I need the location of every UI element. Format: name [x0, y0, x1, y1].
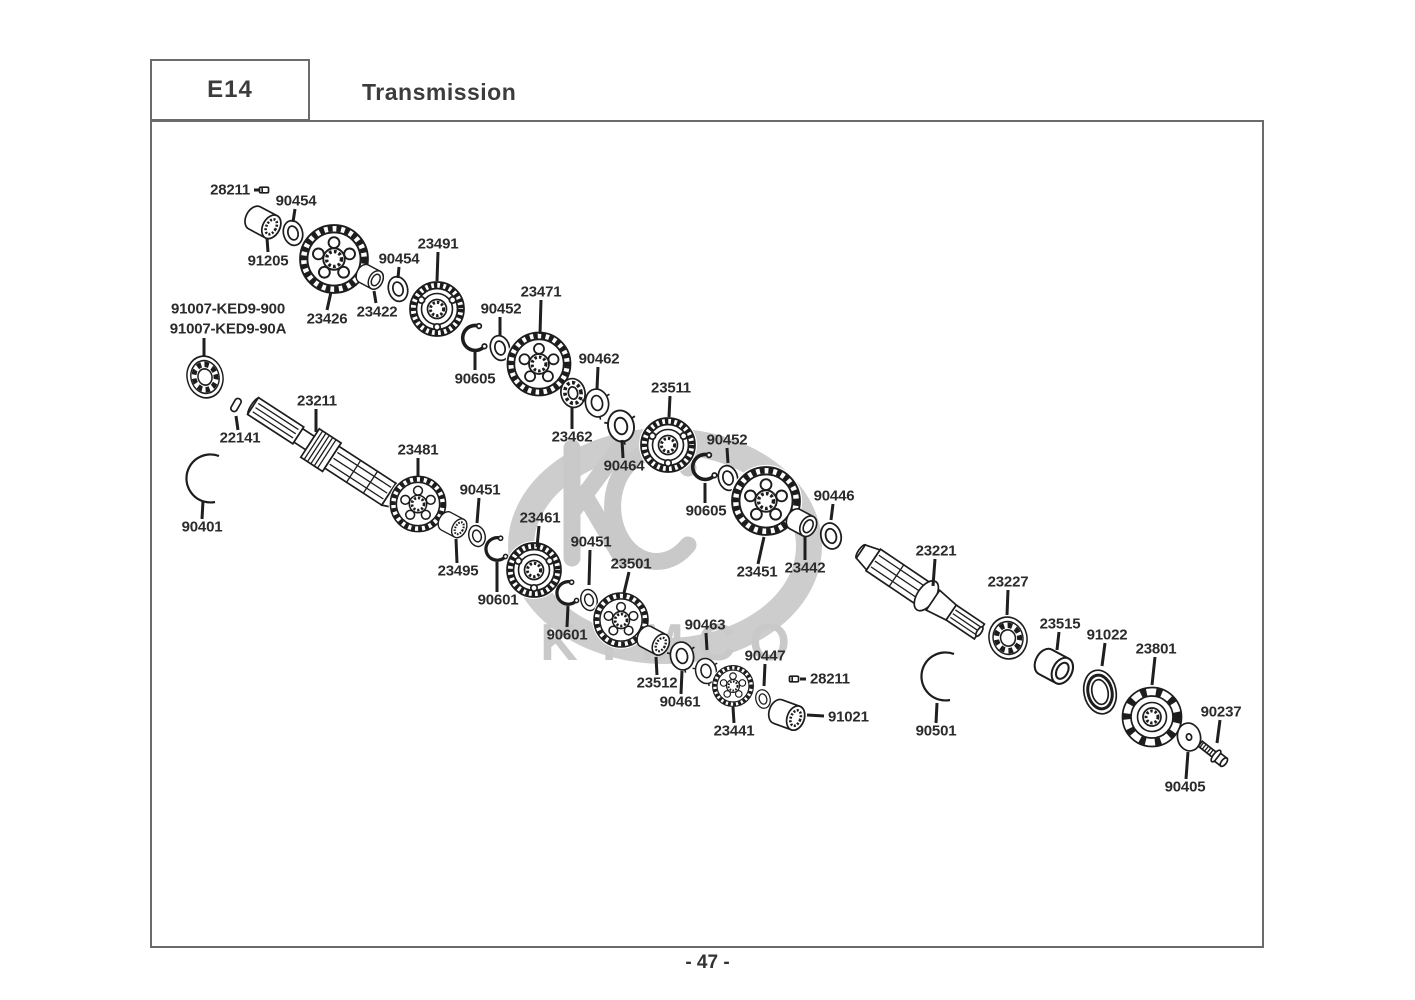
part-drawings	[183, 186, 1229, 768]
part-label-23422: 23422	[357, 304, 398, 321]
part-label-22141: 22141	[220, 430, 261, 447]
part-label-23461: 23461	[520, 510, 561, 527]
part-23441-gear-drawing	[709, 662, 757, 710]
part-label-23501: 23501	[611, 556, 652, 573]
part-28211-pin-drawing	[258, 186, 270, 194]
part-22141-key-drawing	[229, 397, 243, 413]
part-23426-gear-drawing	[298, 223, 370, 295]
part-90501-spring-drawing	[920, 651, 956, 702]
part-label-90605: 90605	[455, 371, 496, 388]
page-title: Transmission	[362, 79, 517, 105]
part-label-23211: 23211	[297, 393, 337, 410]
part-90451-washer-drawing	[465, 522, 489, 550]
part-label-23441: 23441	[714, 723, 755, 740]
part-90237-bolt-drawing	[1197, 739, 1229, 768]
part-23515-collar-drawing	[1029, 644, 1079, 689]
part-label-23512: 23512	[637, 675, 678, 692]
part-91022-seal-drawing	[1078, 665, 1122, 719]
part-label-90446: 90446	[814, 488, 855, 505]
part-23801-sprocket-drawing	[1121, 686, 1183, 748]
part-label-90451-2: 90451	[571, 534, 612, 551]
part-label-91205: 91205	[248, 253, 289, 270]
part-label-23495: 23495	[438, 563, 479, 580]
part-label-23227: 23227	[988, 574, 1029, 591]
part-label-90501: 90501	[916, 723, 957, 740]
part-label-23442: 23442	[785, 560, 826, 577]
part-label-90401: 90401	[182, 519, 223, 536]
section-code: E14	[207, 76, 253, 103]
part-23221-output-shaft-drawing	[855, 543, 986, 641]
part-label-90451: 90451	[460, 482, 501, 499]
part-23461-gear-drawing	[505, 541, 563, 599]
part-90447-washer-drawing	[753, 687, 773, 711]
part-label-90405: 90405	[1165, 779, 1206, 796]
part-label-90461: 90461	[660, 694, 701, 711]
part-28211-pin-2-drawing	[788, 675, 800, 683]
part-label-23426: 23426	[307, 311, 348, 328]
part-label-91007-KED9-900: 91007-KED9-900	[171, 301, 285, 318]
part-23491-gear-drawing	[408, 280, 466, 338]
part-label-90462: 90462	[579, 351, 620, 368]
part-label-23491: 23491	[418, 236, 459, 253]
part-label-23481: 23481	[398, 442, 439, 459]
part-labels: 28211 90454 91205 23426 23422 90454 2349…	[170, 182, 1242, 796]
part-label-90452: 90452	[481, 301, 522, 318]
part-label-90454-2: 90454	[379, 251, 421, 268]
leader-lines	[200, 188, 1222, 780]
part-23511-gear-drawing	[639, 416, 697, 474]
part-label-91007-KED9-90A: 91007-KED9-90A	[170, 321, 287, 338]
page-number: - 47 -	[685, 952, 730, 973]
part-label-90463: 90463	[685, 617, 726, 634]
part-label-28211: 28211	[210, 182, 250, 199]
part-label-90237: 90237	[1201, 704, 1242, 721]
part-label-90601-2: 90601	[547, 627, 588, 644]
part-label-90464: 90464	[604, 458, 646, 475]
part-label-23515: 23515	[1040, 616, 1081, 633]
part-90454-washer-2-drawing	[384, 273, 412, 305]
part-label-90601: 90601	[478, 592, 519, 609]
part-label-23451: 23451	[737, 564, 778, 581]
part-91021-roller-drawing	[764, 695, 810, 735]
part-label-28211-2: 28211	[810, 671, 850, 688]
part-label-23511: 23511	[651, 380, 691, 397]
part-91007-bearing-drawing	[183, 352, 228, 401]
part-label-90454: 90454	[276, 193, 318, 210]
diagram-frame	[150, 120, 1264, 948]
watermark-k-monogram-icon	[563, 439, 631, 567]
part-label-23462: 23462	[552, 429, 593, 446]
part-label-23801: 23801	[1136, 641, 1177, 658]
part-90601-snap-ring-drawing	[481, 534, 510, 565]
part-23227-bearing-drawing	[985, 613, 1032, 663]
section-code-box: E14	[150, 59, 310, 121]
part-label-90605-2: 90605	[686, 503, 727, 520]
part-label-23221: 23221	[916, 543, 957, 560]
part-label-90447: 90447	[745, 648, 786, 665]
part-label-91021: 91021	[828, 709, 869, 726]
part-label-90452-2: 90452	[707, 432, 748, 449]
part-90605-snap-ring-drawing	[458, 321, 490, 356]
part-label-23471: 23471	[521, 284, 562, 301]
part-label-91022: 91022	[1087, 627, 1128, 644]
part-90401-spring-drawing	[185, 453, 221, 504]
